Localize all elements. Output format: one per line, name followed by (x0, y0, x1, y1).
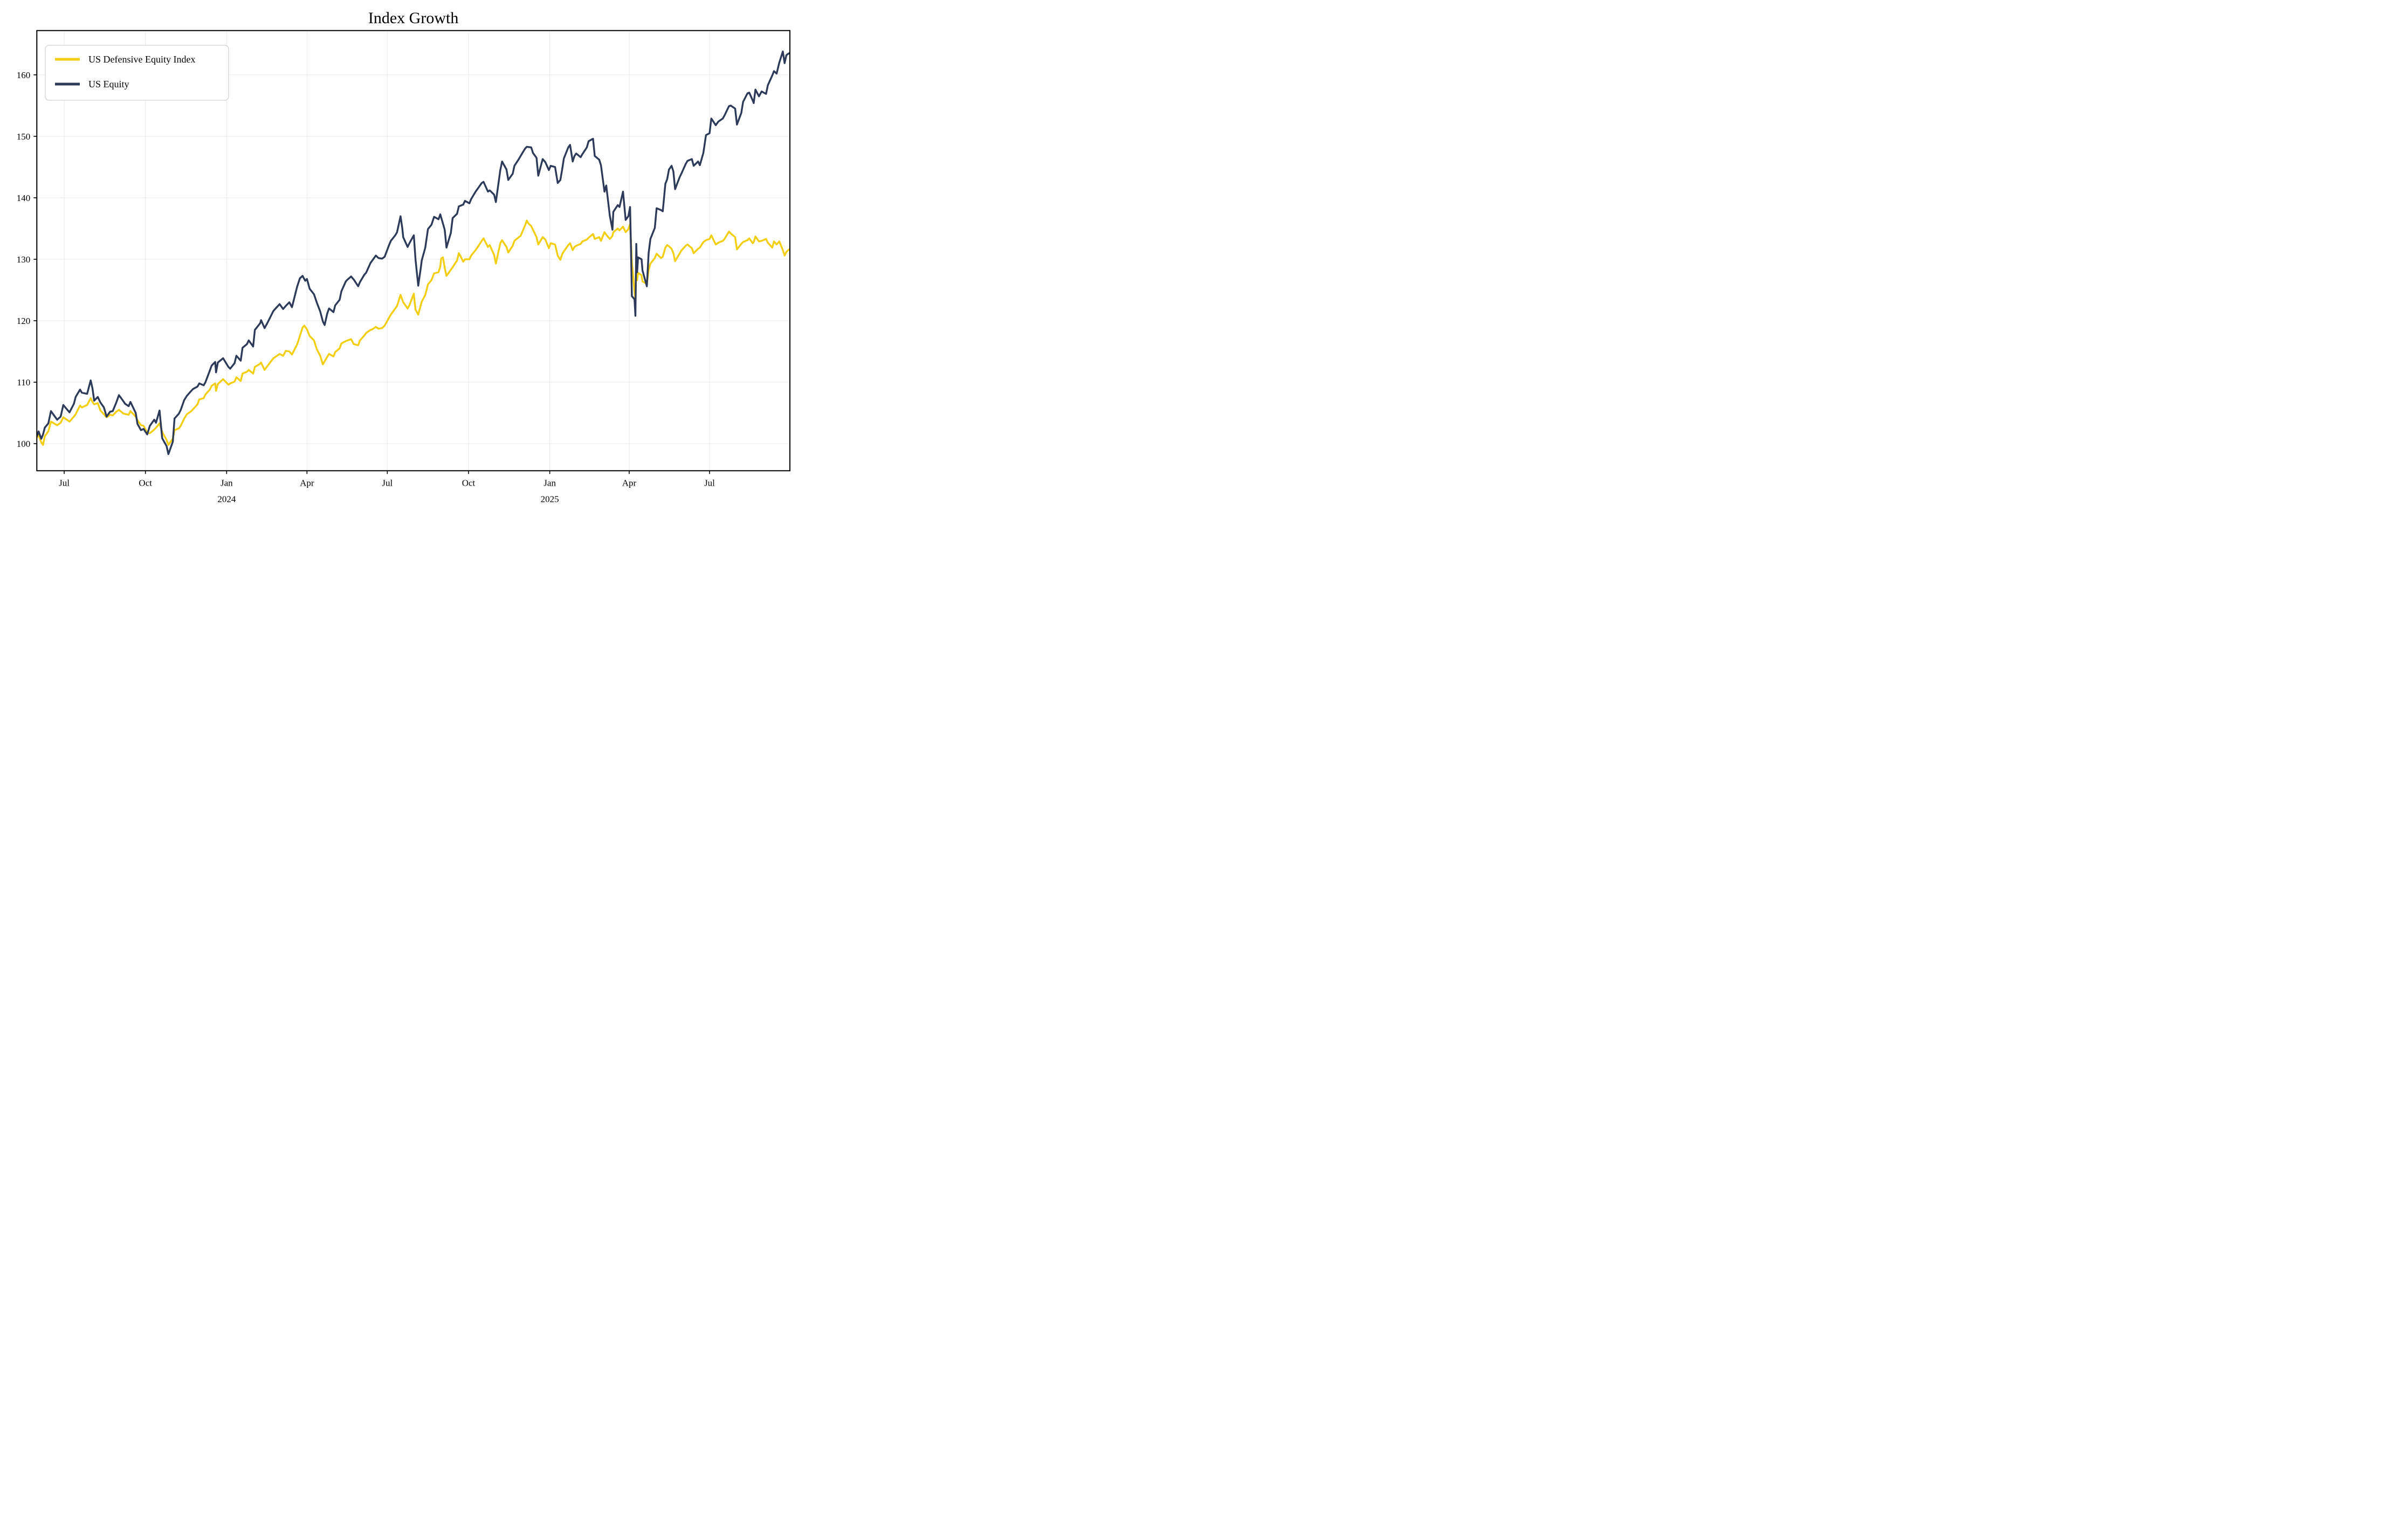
x-tick-label: Oct (462, 478, 476, 488)
x-tick-label: Jul (59, 478, 70, 488)
y-tick-label: 110 (17, 377, 30, 388)
legend-label-equity: US Equity (88, 79, 129, 89)
x-tick-year-label: 2024 (217, 494, 236, 504)
x-tick-label: Apr (300, 478, 314, 488)
chart-title: Index Growth (368, 9, 458, 27)
series-lines (37, 50, 790, 455)
plot-border (36, 30, 790, 472)
legend: US Defensive Equity Index US Equity (45, 45, 229, 101)
x-tick-year-label: 2025 (541, 494, 559, 504)
x-tick-label: Jan (221, 478, 233, 488)
x-tick-label: Apr (622, 478, 637, 488)
y-tick-label: 100 (17, 439, 31, 449)
x-tick-label: Jul (704, 478, 715, 488)
x-tick-label: Jul (382, 478, 393, 488)
legend-box (45, 45, 229, 101)
y-tick-label: 130 (17, 254, 31, 265)
y-tick-label: 120 (17, 316, 31, 326)
series-line-us-equity (37, 50, 790, 455)
axis-ticks-and-labels: Jul Oct Jan 2024 Apr Jul Oct Jan 2025 Apr Jul 100 11… (17, 70, 715, 504)
y-tick-label: 150 (17, 132, 31, 142)
y-tick-label: 140 (17, 193, 31, 203)
series-line-us-defensive-equity-index (37, 219, 790, 446)
x-tick-label: Oct (139, 478, 152, 488)
chart-canvas: Index Growth Jul Oct Jan 2024 Apr Jul Oct Jan 20… (0, 0, 799, 513)
chart-page: Index Growth Jul Oct Jan 2024 Apr Jul Oct Jan 20… (0, 0, 799, 513)
x-tick-label: Jan (543, 478, 556, 488)
legend-label-defensive: US Defensive Equity Index (88, 54, 195, 65)
gridlines (37, 30, 790, 471)
y-tick-label: 160 (17, 70, 31, 80)
